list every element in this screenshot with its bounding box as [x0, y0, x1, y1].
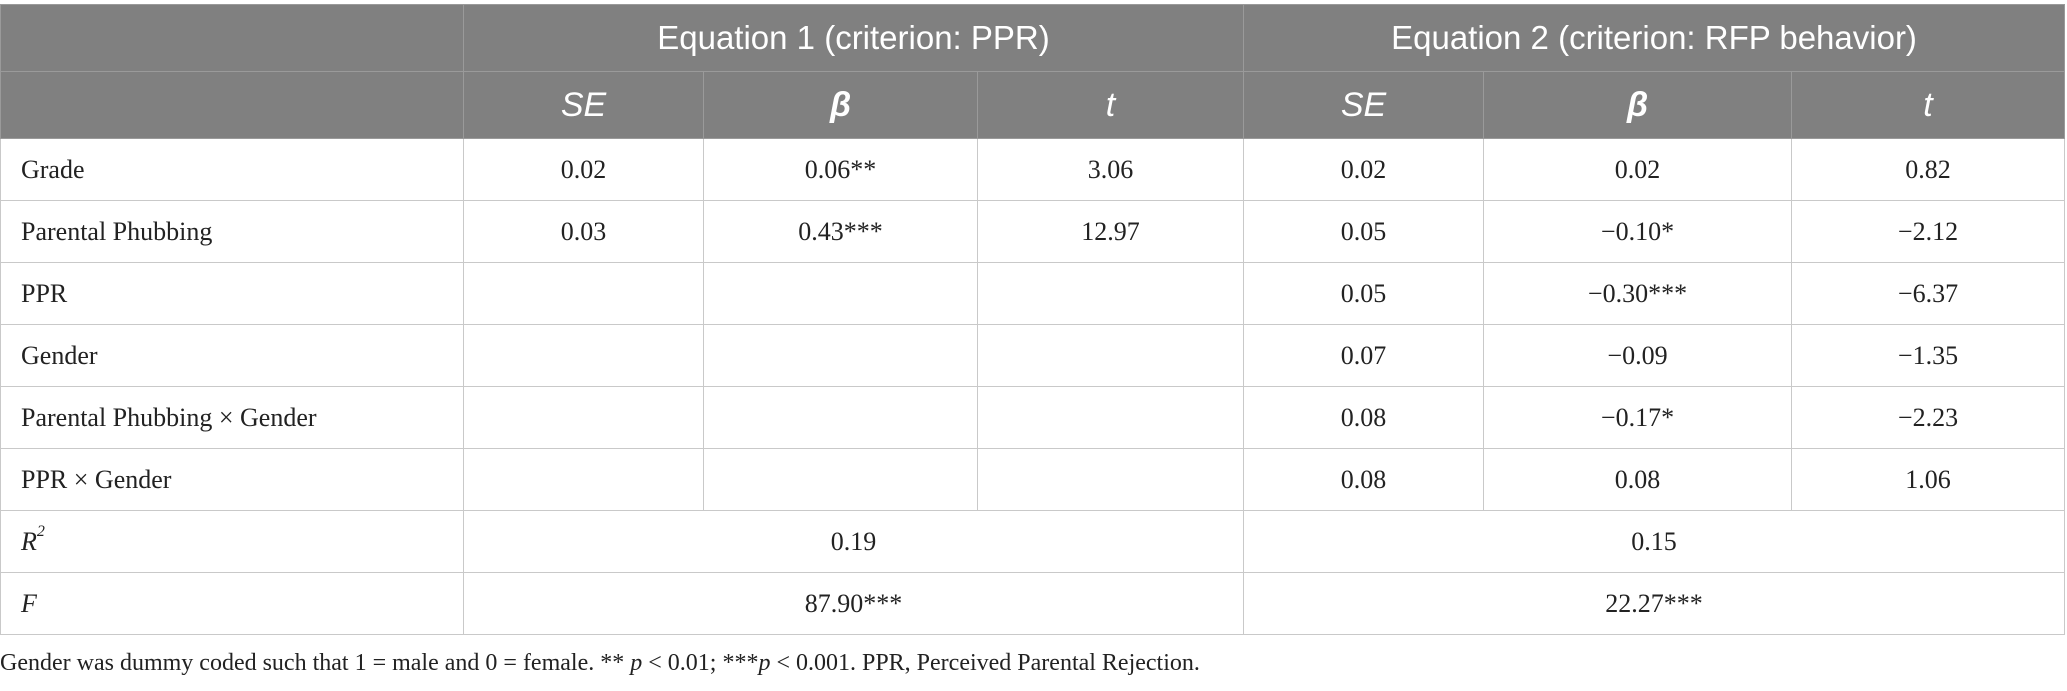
table-cell — [703, 324, 978, 387]
table-cell: 0.08 — [1483, 448, 1792, 511]
table-row: PPR × Gender 0.08 0.08 1.06 — [0, 448, 2066, 511]
row-label: Gender — [0, 324, 464, 387]
row-label: Parental Phubbing — [0, 200, 464, 263]
table-row: Gender 0.07 −0.09 −1.35 — [0, 324, 2066, 387]
table-cell: 0.06** — [703, 138, 978, 201]
col-header-beta-2: β — [1483, 71, 1792, 139]
note-part3: < 0.001. PPR, Perceived Parental Rejecti… — [770, 650, 1200, 676]
table-row: Parental Phubbing 0.03 0.43*** 12.97 0.0… — [0, 200, 2066, 263]
row-label: PPR × Gender — [0, 448, 464, 511]
r-squared-eq1: 0.19 — [463, 510, 1244, 573]
table-row: PPR 0.05 −0.30*** −6.37 — [0, 262, 2066, 325]
table-cell — [703, 262, 978, 325]
col-header-se-1: SE — [463, 71, 704, 139]
col-header-beta-1: β — [703, 71, 978, 139]
table-cell: 0.08 — [1243, 448, 1484, 511]
col-header-t-1: t — [977, 71, 1244, 139]
table-cell: 0.05 — [1243, 262, 1484, 325]
table-cell: −0.30*** — [1483, 262, 1792, 325]
table-cell: 3.06 — [977, 138, 1244, 201]
row-label: PPR — [0, 262, 464, 325]
regression-table: Equation 1 (criterion: PPR) Equation 2 (… — [0, 4, 2066, 635]
table-cell: −1.35 — [1790, 324, 2066, 387]
table-cell: −6.37 — [1790, 262, 2066, 325]
note-part2: < 0.01; *** — [642, 650, 759, 676]
table-cell — [977, 262, 1244, 325]
table-cell: 0.02 — [1483, 138, 1792, 201]
r-squared-row: R2 0.19 0.15 — [0, 510, 2066, 573]
r-squared-eq2: 0.15 — [1242, 510, 2066, 573]
note-p1: p — [630, 650, 643, 676]
r-squared-label: R2 — [0, 510, 464, 573]
table-cell: 0.43*** — [703, 200, 978, 263]
table-cell — [703, 448, 978, 511]
table-cell: 0.08 — [1243, 386, 1484, 449]
table-cell — [703, 386, 978, 449]
note-p2: p — [758, 650, 771, 676]
f-label: F — [0, 572, 464, 635]
table-cell: 0.82 — [1790, 138, 2066, 201]
table-cell: 1.06 — [1790, 448, 2066, 511]
table-cell — [463, 448, 704, 511]
table-cell — [463, 262, 704, 325]
col-header-t-2: t — [1790, 71, 2066, 139]
table-row: Grade 0.02 0.06** 3.06 0.02 0.02 0.82 — [0, 138, 2066, 201]
table-cell: 12.97 — [977, 200, 1244, 263]
table-cell: −0.10* — [1483, 200, 1792, 263]
note-part1: Gender was dummy coded such that 1 = mal… — [0, 650, 631, 676]
table-cell — [977, 448, 1244, 511]
table-cell: 0.03 — [463, 200, 704, 263]
table-cell — [463, 324, 704, 387]
table-footnote: Gender was dummy coded such that 1 = mal… — [0, 650, 1200, 677]
table-cell: −2.12 — [1790, 200, 2066, 263]
table-cell: −0.09 — [1483, 324, 1792, 387]
table-cell: 0.05 — [1243, 200, 1484, 263]
column-header-row: SE β t SE β t — [0, 71, 2066, 139]
empty-label-header — [0, 71, 464, 139]
f-row: F 87.90*** 22.27*** — [0, 572, 2066, 635]
f-eq2: 22.27*** — [1242, 572, 2066, 635]
table-cell: 0.02 — [463, 138, 704, 201]
table-cell — [977, 324, 1244, 387]
r-squared-sup: 2 — [36, 522, 45, 540]
row-label: Grade — [0, 138, 464, 201]
empty-corner-cell — [0, 4, 464, 72]
table-cell: 0.07 — [1243, 324, 1484, 387]
table-cell — [977, 386, 1244, 449]
r-label: R — [21, 526, 37, 556]
equation-header-row: Equation 1 (criterion: PPR) Equation 2 (… — [0, 4, 2066, 72]
equation-1-header: Equation 1 (criterion: PPR) — [463, 4, 1244, 72]
table-cell: −2.23 — [1790, 386, 2066, 449]
table-cell: −0.17* — [1483, 386, 1792, 449]
equation-2-header: Equation 2 (criterion: RFP behavior) — [1242, 4, 2066, 72]
f-eq1: 87.90*** — [463, 572, 1244, 635]
table-cell: 0.02 — [1243, 138, 1484, 201]
row-label: Parental Phubbing × Gender — [0, 386, 464, 449]
col-header-se-2: SE — [1243, 71, 1484, 139]
table-cell — [463, 386, 704, 449]
table-row: Parental Phubbing × Gender 0.08 −0.17* −… — [0, 386, 2066, 449]
